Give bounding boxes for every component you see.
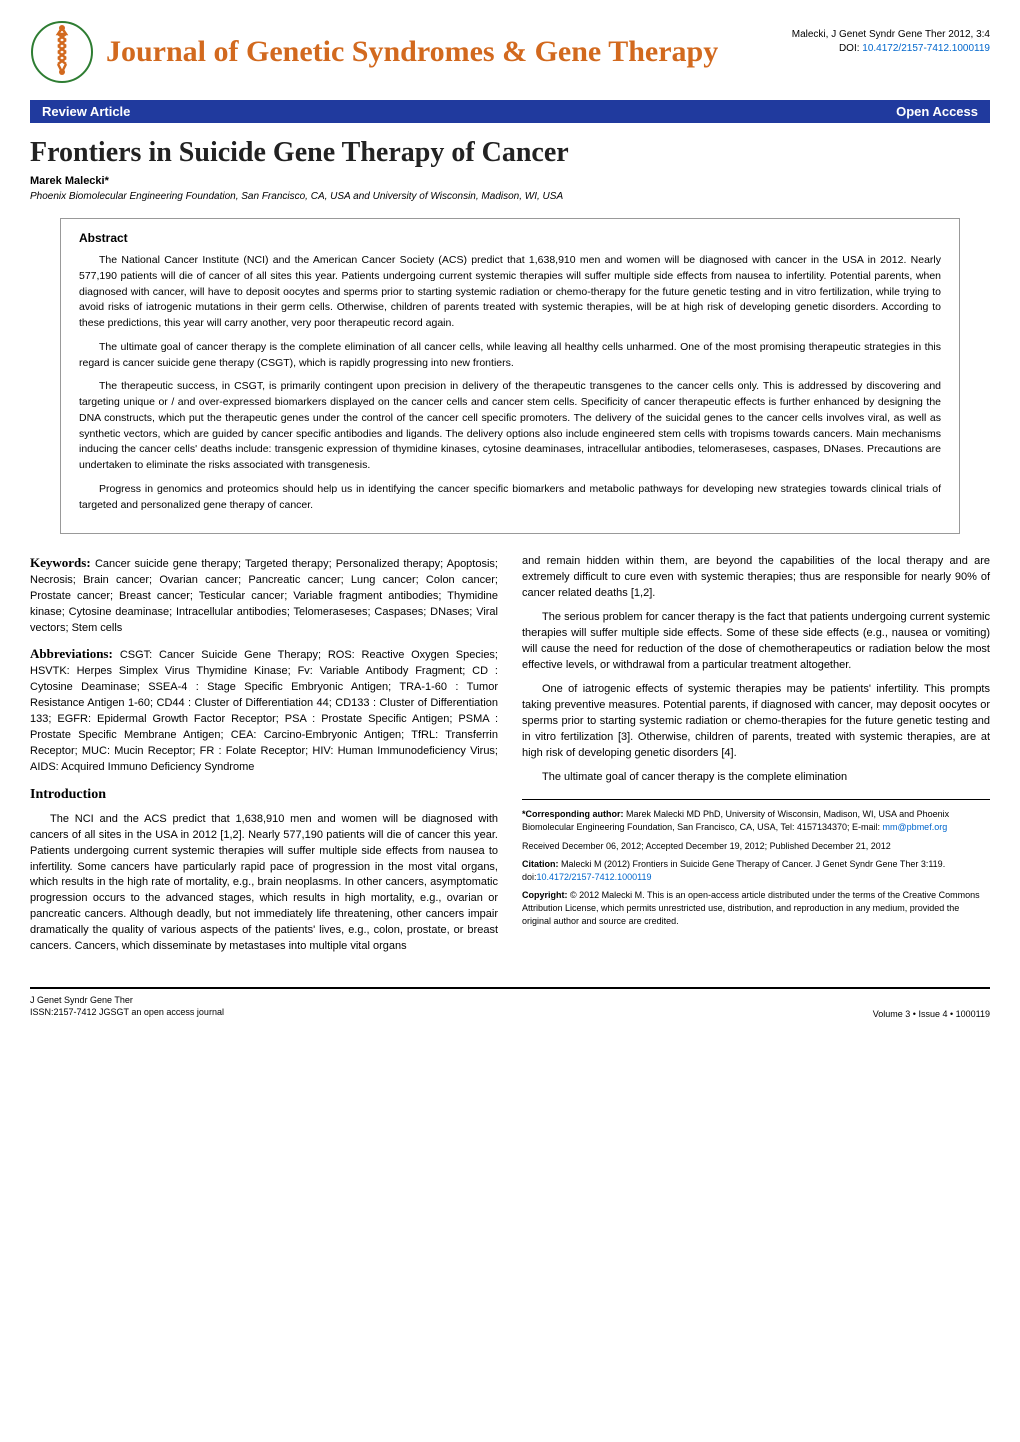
author-affiliation: Phoenix Biomolecular Engineering Foundat…: [30, 191, 990, 202]
corresponding-author: *Corresponding author: Marek Malecki MD …: [522, 808, 990, 833]
left-column: Keywords: Cancer suicide gene therapy; T…: [30, 554, 498, 963]
footer-volume: Volume 3 • Issue 4 • 1000119: [873, 1009, 990, 1019]
corr-email-link[interactable]: mm@pbmef.org: [883, 822, 948, 832]
abstract-paragraph: The ultimate goal of cancer therapy is t…: [79, 340, 941, 372]
citation-doi-link[interactable]: 10.4172/2157-7412.1000119: [537, 872, 652, 882]
abstract-heading: Abstract: [79, 231, 941, 245]
article-type-banner: Review Article Open Access: [30, 100, 990, 123]
doi-link[interactable]: 10.4172/2157-7412.1000119: [862, 43, 990, 54]
body-paragraph: One of iatrogenic effects of systemic th…: [522, 682, 990, 762]
citation-label: Citation:: [522, 859, 561, 869]
abstract-paragraph: The National Cancer Institute (NCI) and …: [79, 253, 941, 332]
journal-title: Journal of Genetic Syndromes & Gene Ther…: [106, 34, 718, 70]
doi-label: DOI:: [839, 43, 862, 54]
body-paragraph: The serious problem for cancer therapy i…: [522, 610, 990, 674]
banner-right: Open Access: [896, 104, 978, 119]
footer-journal: J Genet Syndr Gene Ther: [30, 995, 224, 1007]
introduction-heading: Introduction: [30, 785, 498, 805]
footer-issn: ISSN:2157-7412 JGSGT an open access jour…: [30, 1007, 224, 1019]
body-paragraph: The ultimate goal of cancer therapy is t…: [522, 770, 990, 786]
right-column: and remain hidden within them, are beyon…: [522, 554, 990, 963]
copyright-label: Copyright:: [522, 890, 570, 900]
abbreviations-text: CSGT: Cancer Suicide Gene Therapy; ROS: …: [30, 649, 498, 773]
abstract-paragraph: Progress in genomics and proteomics shou…: [79, 482, 941, 514]
abbreviations-label: Abbreviations:: [30, 646, 120, 661]
body-paragraph: and remain hidden within them, are beyon…: [522, 554, 990, 602]
correspondence-box: *Corresponding author: Marek Malecki MD …: [522, 799, 990, 927]
citation-block: Citation: Malecki M (2012) Frontiers in …: [522, 858, 990, 883]
body-columns: Keywords: Cancer suicide gene therapy; T…: [30, 554, 990, 963]
abbreviations-block: Abbreviations: CSGT: Cancer Suicide Gene…: [30, 645, 498, 776]
keywords-block: Keywords: Cancer suicide gene therapy; T…: [30, 554, 498, 637]
header-meta: Malecki, J Genet Syndr Gene Ther 2012, 3…: [792, 20, 990, 56]
dates-text: Received December 06, 2012; Accepted Dec…: [522, 841, 891, 851]
copyright-block: Copyright: © 2012 Malecki M. This is an …: [522, 889, 990, 927]
journal-logo-icon: [30, 20, 94, 84]
page-header: Journal of Genetic Syndromes & Gene Ther…: [30, 0, 990, 94]
abstract-paragraph: The therapeutic success, in CSGT, is pri…: [79, 379, 941, 474]
keywords-text: Cancer suicide gene therapy; Targeted th…: [30, 558, 498, 634]
footer-left: J Genet Syndr Gene Ther ISSN:2157-7412 J…: [30, 995, 224, 1018]
keywords-label: Keywords:: [30, 555, 95, 570]
logo-block: Journal of Genetic Syndromes & Gene Ther…: [30, 20, 792, 84]
banner-left: Review Article: [42, 104, 130, 119]
page-footer: J Genet Syndr Gene Ther ISSN:2157-7412 J…: [30, 987, 990, 1018]
author-name: Marek Malecki*: [30, 175, 990, 187]
copyright-text: © 2012 Malecki M. This is an open-access…: [522, 890, 980, 925]
corr-label: *Corresponding author:: [522, 809, 626, 819]
abstract-box: Abstract The National Cancer Institute (…: [60, 218, 960, 534]
introduction-paragraph: The NCI and the ACS predict that 1,638,9…: [30, 812, 498, 955]
article-title: Frontiers in Suicide Gene Therapy of Can…: [30, 137, 990, 169]
header-citation: Malecki, J Genet Syndr Gene Ther 2012, 3…: [792, 28, 990, 42]
article-dates: Received December 06, 2012; Accepted Dec…: [522, 840, 990, 853]
